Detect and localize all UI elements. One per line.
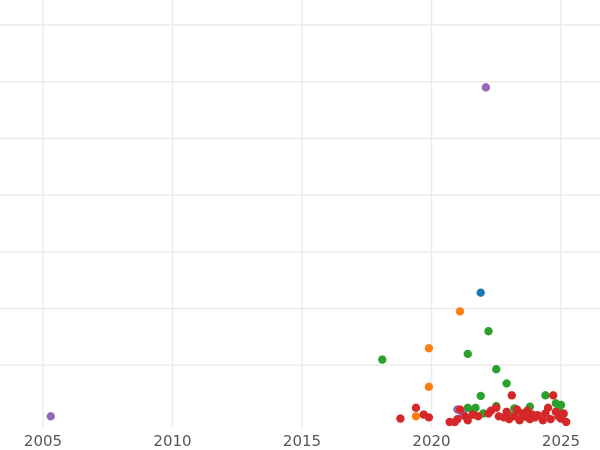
data-point (424, 413, 434, 422)
data-point (502, 379, 511, 388)
data-point (559, 409, 568, 418)
x-axis-tick-labels: 2005 2010 2015 2020 2025 (24, 432, 580, 450)
data-point (546, 414, 555, 424)
data-point (476, 391, 485, 401)
x-tick-label: 2025 (542, 432, 580, 450)
data-point (502, 407, 511, 416)
data-point (507, 391, 516, 400)
data-point (538, 416, 548, 425)
data-point (411, 412, 421, 421)
data-point (476, 288, 485, 297)
data-point (424, 344, 434, 353)
data-point (453, 414, 462, 424)
data-point (455, 405, 465, 414)
data-point (411, 403, 421, 413)
x-tick-label: 2020 (412, 432, 450, 450)
data-point (424, 382, 434, 392)
data-points (46, 83, 571, 427)
data-point (561, 417, 571, 427)
data-point (481, 83, 491, 92)
data-point (455, 307, 465, 316)
data-point (541, 391, 550, 400)
x-tick-label: 2015 (283, 432, 321, 450)
data-point (378, 355, 387, 364)
x-tick-label: 2010 (153, 432, 191, 450)
data-point (473, 412, 483, 421)
data-point (533, 410, 542, 420)
x-gridlines (42, 0, 562, 428)
data-point (484, 327, 493, 336)
data-point (46, 412, 55, 421)
data-point (543, 403, 553, 413)
data-point (463, 416, 472, 425)
data-point (492, 403, 501, 413)
data-point (549, 391, 558, 400)
data-point (463, 349, 472, 359)
data-point (492, 365, 501, 374)
y-gridlines (0, 24, 600, 367)
x-tick-label: 2005 (24, 432, 62, 450)
data-point (396, 414, 405, 423)
